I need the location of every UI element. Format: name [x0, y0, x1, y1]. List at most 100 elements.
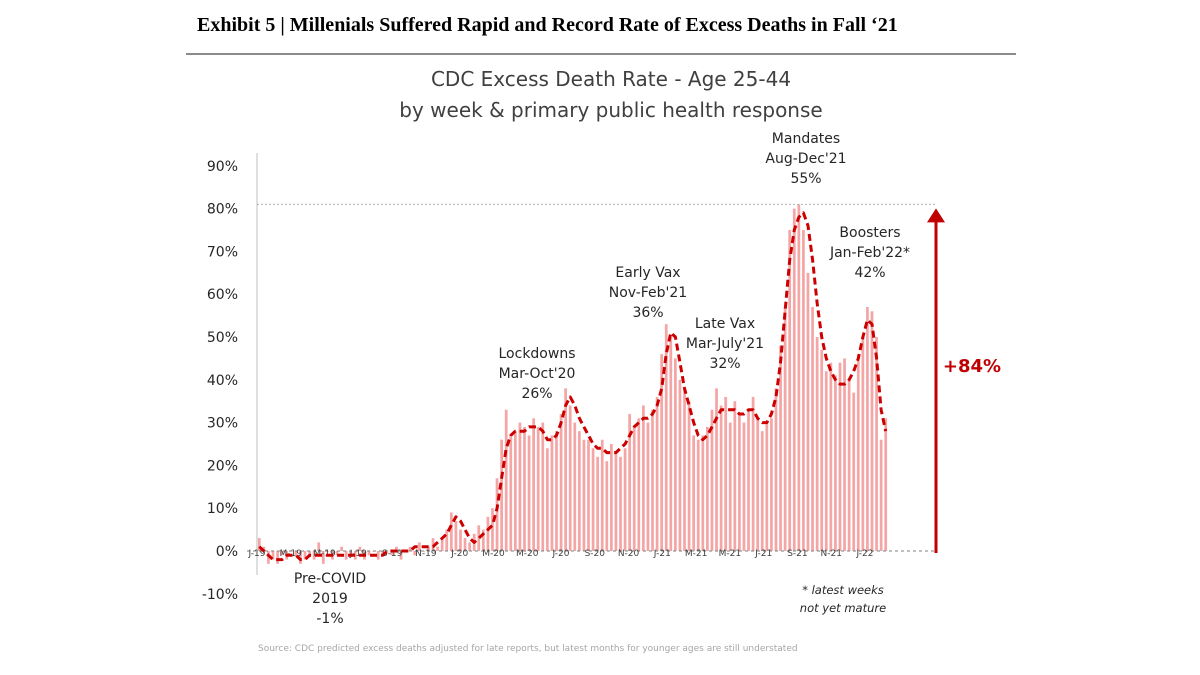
bar: [829, 362, 833, 551]
bar: [431, 538, 435, 551]
y-tick-label: 80%: [207, 202, 238, 218]
bar: [760, 431, 764, 551]
period-annotation: Late Vax Mar-July'21 32%: [686, 316, 764, 372]
bar: [518, 422, 522, 551]
x-tick-label: J-20: [450, 549, 468, 559]
bar: [706, 426, 709, 551]
bar: [445, 529, 449, 551]
x-tick-label: J-19: [247, 549, 265, 559]
bar: [765, 422, 769, 551]
x-tick-label: M-20: [516, 549, 539, 559]
bar: [715, 388, 718, 551]
bar: [820, 349, 824, 551]
bar: [701, 435, 705, 551]
footnote: * latest weeks not yet mature: [800, 583, 886, 615]
bar: [614, 452, 618, 551]
bar: [271, 551, 275, 560]
bar: [427, 546, 430, 551]
bar: [687, 401, 691, 551]
bar: [811, 307, 814, 551]
bar: [792, 208, 796, 551]
bar: [344, 551, 348, 560]
x-tick-label: N-19: [415, 549, 437, 559]
x-tick-label: J-21: [653, 549, 671, 559]
bar: [509, 435, 513, 551]
y-tick-label: 30%: [207, 416, 238, 432]
chart-subtitle: by week & primary public health response: [399, 98, 822, 122]
bar: [861, 337, 865, 551]
y-tick-label: 0%: [216, 544, 238, 560]
bar: [577, 431, 581, 551]
bar: [550, 435, 554, 551]
bar: [477, 525, 481, 551]
trend-line: [258, 211, 888, 562]
bar: [847, 379, 851, 551]
bar: [358, 546, 362, 551]
x-tick-label: M-21: [719, 549, 741, 559]
x-tick-label: S-21: [787, 549, 807, 559]
bar: [303, 551, 307, 560]
source-note: Source: CDC predicted excess deaths adju…: [258, 644, 798, 654]
period-annotation: Mandates Aug-Dec'21 55%: [765, 131, 846, 187]
bar: [852, 392, 856, 551]
bar: [655, 396, 659, 551]
bar: [587, 439, 590, 551]
arrow-head: [927, 208, 945, 223]
bar: [459, 529, 462, 551]
period-annotation: Lockdowns Mar-Oct'20 26%: [499, 346, 576, 402]
bar: [774, 388, 778, 551]
bar: [797, 204, 801, 551]
y-tick-label: -10%: [202, 587, 238, 603]
change-label: +84%: [943, 356, 1001, 377]
bar: [294, 551, 298, 556]
title-rule: [186, 53, 1016, 55]
bar: [257, 538, 261, 551]
bar: [395, 546, 398, 551]
bar: [399, 551, 403, 560]
exhibit-title: Exhibit 5 | Millenials Suffered Rapid an…: [197, 14, 898, 36]
x-tick-label: N-21: [821, 549, 842, 559]
bar: [623, 448, 627, 551]
x-tick-label: J-20: [551, 549, 569, 559]
x-tick-label: J-19: [349, 549, 367, 559]
bar: [619, 456, 622, 551]
bar: [321, 551, 325, 564]
bar: [308, 551, 311, 556]
bar: [276, 551, 279, 564]
bar: [646, 422, 650, 551]
period-annotation: Early Vax Nov-Feb'21 36%: [609, 265, 687, 321]
bar: [541, 422, 545, 551]
bar: [815, 337, 819, 551]
bar: [834, 375, 837, 551]
bar: [262, 546, 266, 551]
bar: [504, 409, 508, 551]
bar: [710, 409, 714, 551]
x-tick-label: S-19: [382, 549, 403, 559]
bar: [436, 546, 439, 551]
bar: [747, 409, 750, 551]
bar: [628, 414, 632, 551]
bar: [605, 461, 609, 551]
y-tick-label: 50%: [207, 330, 238, 346]
bar: [719, 405, 723, 551]
bar: [536, 426, 540, 551]
x-tick-label: M-21: [685, 549, 707, 559]
bar: [806, 272, 810, 551]
bar: [353, 551, 357, 560]
bar: [486, 516, 490, 551]
bar: [692, 435, 696, 551]
bar: [454, 521, 458, 551]
bar: [674, 358, 677, 551]
bar: [390, 551, 394, 556]
bar: [738, 414, 741, 551]
bar: [591, 448, 595, 551]
bar: [312, 551, 316, 560]
bar: [742, 422, 746, 551]
bar: [870, 311, 874, 551]
bar: [788, 230, 792, 551]
bar: [642, 405, 645, 551]
bar: [495, 478, 499, 551]
bar: [491, 508, 494, 551]
bar: [669, 337, 673, 551]
